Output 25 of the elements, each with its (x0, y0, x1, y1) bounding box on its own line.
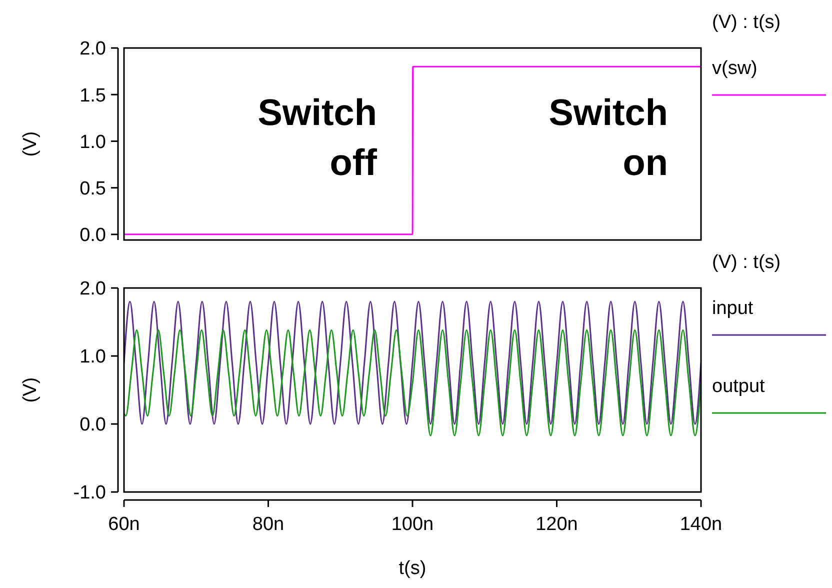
x-axis-title: t(s) (398, 558, 426, 579)
y-tick-label: 2.0 (80, 278, 106, 300)
line-series (124, 329, 701, 436)
series-label: output (712, 376, 766, 397)
y-tick-label: 2.0 (80, 38, 106, 60)
series-label: input (712, 298, 754, 319)
x-tick-label: 140n (680, 514, 722, 535)
y-tick-label: -1.0 (73, 482, 106, 504)
legend-title: (V) : t(s) (712, 12, 781, 33)
annotation: Switch off (258, 92, 378, 183)
y-axis-title: (V) (20, 377, 41, 403)
series-label: v(sw) (712, 58, 758, 79)
legend-title: (V) : t(s) (712, 252, 781, 273)
annotation: Switch on (548, 92, 668, 183)
y-axis-title: (V) (20, 131, 41, 157)
y-tick-label: 1.0 (80, 346, 106, 368)
x-tick-label: 60n (108, 514, 140, 535)
y-tick-label: 0.0 (80, 225, 106, 246)
x-tick-label: 80n (252, 514, 284, 535)
y-tick-label: 1.0 (80, 132, 106, 153)
y-tick-label: 0.0 (80, 414, 106, 436)
x-tick-label: 100n (391, 514, 434, 535)
y-tick-label: 0.5 (80, 178, 106, 200)
x-tick-label: 120n (536, 514, 578, 535)
y-tick-label: 1.5 (80, 85, 106, 106)
